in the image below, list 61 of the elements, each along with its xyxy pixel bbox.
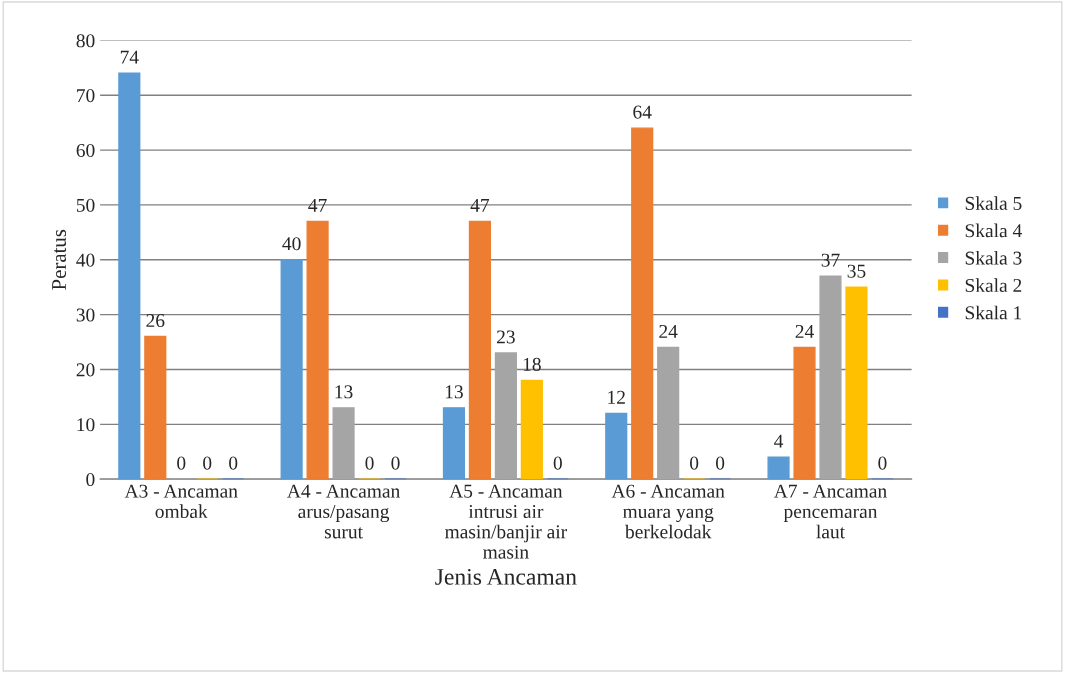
y-tick-label: 60: [76, 143, 95, 158]
bar: [793, 346, 816, 480]
y-tick-label: 0: [86, 472, 95, 487]
bar: [520, 379, 543, 480]
y-tick-label: 20: [76, 363, 95, 377]
data-label: 4: [774, 434, 784, 448]
legend-label: Skala 1: [965, 305, 1022, 320]
bar: [494, 352, 517, 480]
data-label: 0: [716, 456, 725, 470]
data-label: 24: [795, 324, 814, 338]
legend-label: Skala 4: [965, 223, 1022, 238]
data-label: 40: [282, 237, 301, 251]
data-label: 0: [878, 456, 887, 470]
y-tick-label: 50: [76, 198, 95, 212]
bar: [819, 275, 842, 480]
data-label: 0: [177, 456, 186, 470]
y-tick-label: 10: [77, 418, 95, 432]
x-tick-label: A6 - Ancaman muara yang berkelodak: [611, 484, 725, 539]
data-label: 26: [146, 313, 165, 328]
data-label: 13: [335, 385, 353, 399]
data-label: 0: [391, 456, 400, 470]
legend-label: Skala 5: [965, 196, 1022, 210]
data-label: 35: [847, 264, 866, 278]
data-label: 24: [659, 324, 678, 338]
x-tick-label: A3 - Ancaman ombak: [124, 484, 238, 519]
y-axis-title: Peratus: [52, 229, 67, 290]
bar: [118, 72, 141, 480]
data-label: 13: [445, 385, 463, 399]
data-label: 0: [229, 456, 238, 470]
x-axis-title: Jenis Ancaman: [435, 568, 577, 585]
x-tick-label: A4 - Ancaman arus/pasang surut: [287, 484, 400, 539]
x-tick-label: A7 - Ancaman pencemaran laut: [773, 484, 887, 539]
bar: [605, 412, 628, 480]
y-tick-label: 40: [76, 253, 95, 267]
legend-label: Skala 3: [965, 250, 1022, 265]
bar: [332, 407, 355, 480]
data-label: 0: [690, 456, 699, 470]
bar: [144, 335, 167, 480]
data-label: 47: [470, 198, 490, 212]
x-tick-label: A5 - Ancaman intrusi air masin/banjir air masin: [445, 484, 567, 559]
data-label: 23: [497, 330, 515, 344]
y-tick-label: 70: [77, 89, 95, 103]
bar: [767, 456, 790, 480]
bar: [442, 407, 466, 480]
bar: [845, 286, 868, 480]
bar: [468, 220, 491, 480]
data-label: 74: [120, 50, 139, 64]
y-tick-label: 30: [76, 308, 95, 322]
data-label: 47: [308, 198, 327, 212]
bar: [631, 127, 654, 480]
bar: [280, 259, 303, 480]
legend-label: Skala 2: [965, 278, 1022, 292]
data-label: 0: [365, 456, 374, 470]
data-label: 12: [608, 390, 625, 404]
data-label: 64: [633, 105, 652, 119]
y-tick-label: 80: [76, 34, 95, 48]
bar: [657, 346, 680, 480]
data-label: 18: [523, 357, 541, 371]
data-label: 0: [553, 456, 562, 470]
data-label: 0: [203, 456, 212, 470]
bar: [306, 220, 329, 480]
